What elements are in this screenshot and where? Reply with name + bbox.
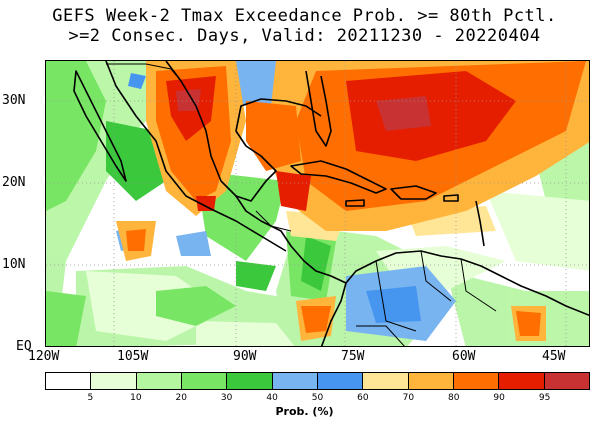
colorbar-tick-label: 5 <box>87 393 94 403</box>
colorbar-tick-label: 90 <box>493 393 505 403</box>
lat-label-20n: 20N <box>2 175 26 190</box>
borders <box>106 63 497 346</box>
colorbar-tick-label: 10 <box>130 393 142 403</box>
colorbar-title: Prob. (%) <box>275 405 334 418</box>
colorbar-cell <box>46 373 92 389</box>
lon-label-105w: 105W <box>117 349 149 364</box>
colorbar-cell <box>91 373 137 389</box>
probability-map[interactable] <box>45 60 590 347</box>
colorbar-tick-label: 95 <box>538 393 551 403</box>
colorbar-cell <box>227 373 273 389</box>
colorbar-tick-label: 20 <box>175 393 187 403</box>
lat-label-10n: 10N <box>2 257 26 272</box>
colorbar-cell <box>408 373 454 389</box>
chart-title: GEFS Week-2 Tmax Exceedance Prob. >= 80t… <box>52 6 557 26</box>
colorbar-cell <box>499 373 545 389</box>
lat-label-eq: EQ <box>16 339 32 354</box>
colorbar-cell <box>363 373 409 389</box>
colorbar-cell <box>317 373 364 389</box>
colorbar-cell <box>136 373 182 389</box>
colorbar-cell <box>544 373 589 389</box>
colorbar-tick-label: 50 <box>311 393 324 403</box>
colorbar-tick-label: 30 <box>220 393 233 403</box>
colorbar-tick-label: 60 <box>357 393 369 403</box>
colorbar-tick-label: 70 <box>402 393 415 403</box>
colorbar-cell <box>453 373 500 389</box>
lon-label-45w: 45W <box>542 349 566 364</box>
lon-label-75w: 75W <box>341 349 365 364</box>
lat-lon-grid <box>46 61 589 346</box>
colorbar-tick-label: 40 <box>266 393 278 403</box>
prob-field-dark-green <box>106 121 331 291</box>
prob-field-dark-blue <box>128 73 421 323</box>
map-svg <box>46 61 589 346</box>
colorbar-tick-label: 80 <box>448 393 460 403</box>
chart-subtitle: >=2 Consec. Days, Valid: 20211230 - 2022… <box>68 26 541 46</box>
prob-field-dark-red <box>176 89 431 131</box>
colorbar <box>45 372 590 390</box>
colorbar-cell <box>272 373 318 389</box>
lon-label-90w: 90W <box>233 349 257 364</box>
colorbar-cell <box>181 373 228 389</box>
lon-label-120w: 120W <box>28 349 60 364</box>
lat-label-30n: 30N <box>2 93 26 108</box>
lon-label-60w: 60W <box>452 349 476 364</box>
